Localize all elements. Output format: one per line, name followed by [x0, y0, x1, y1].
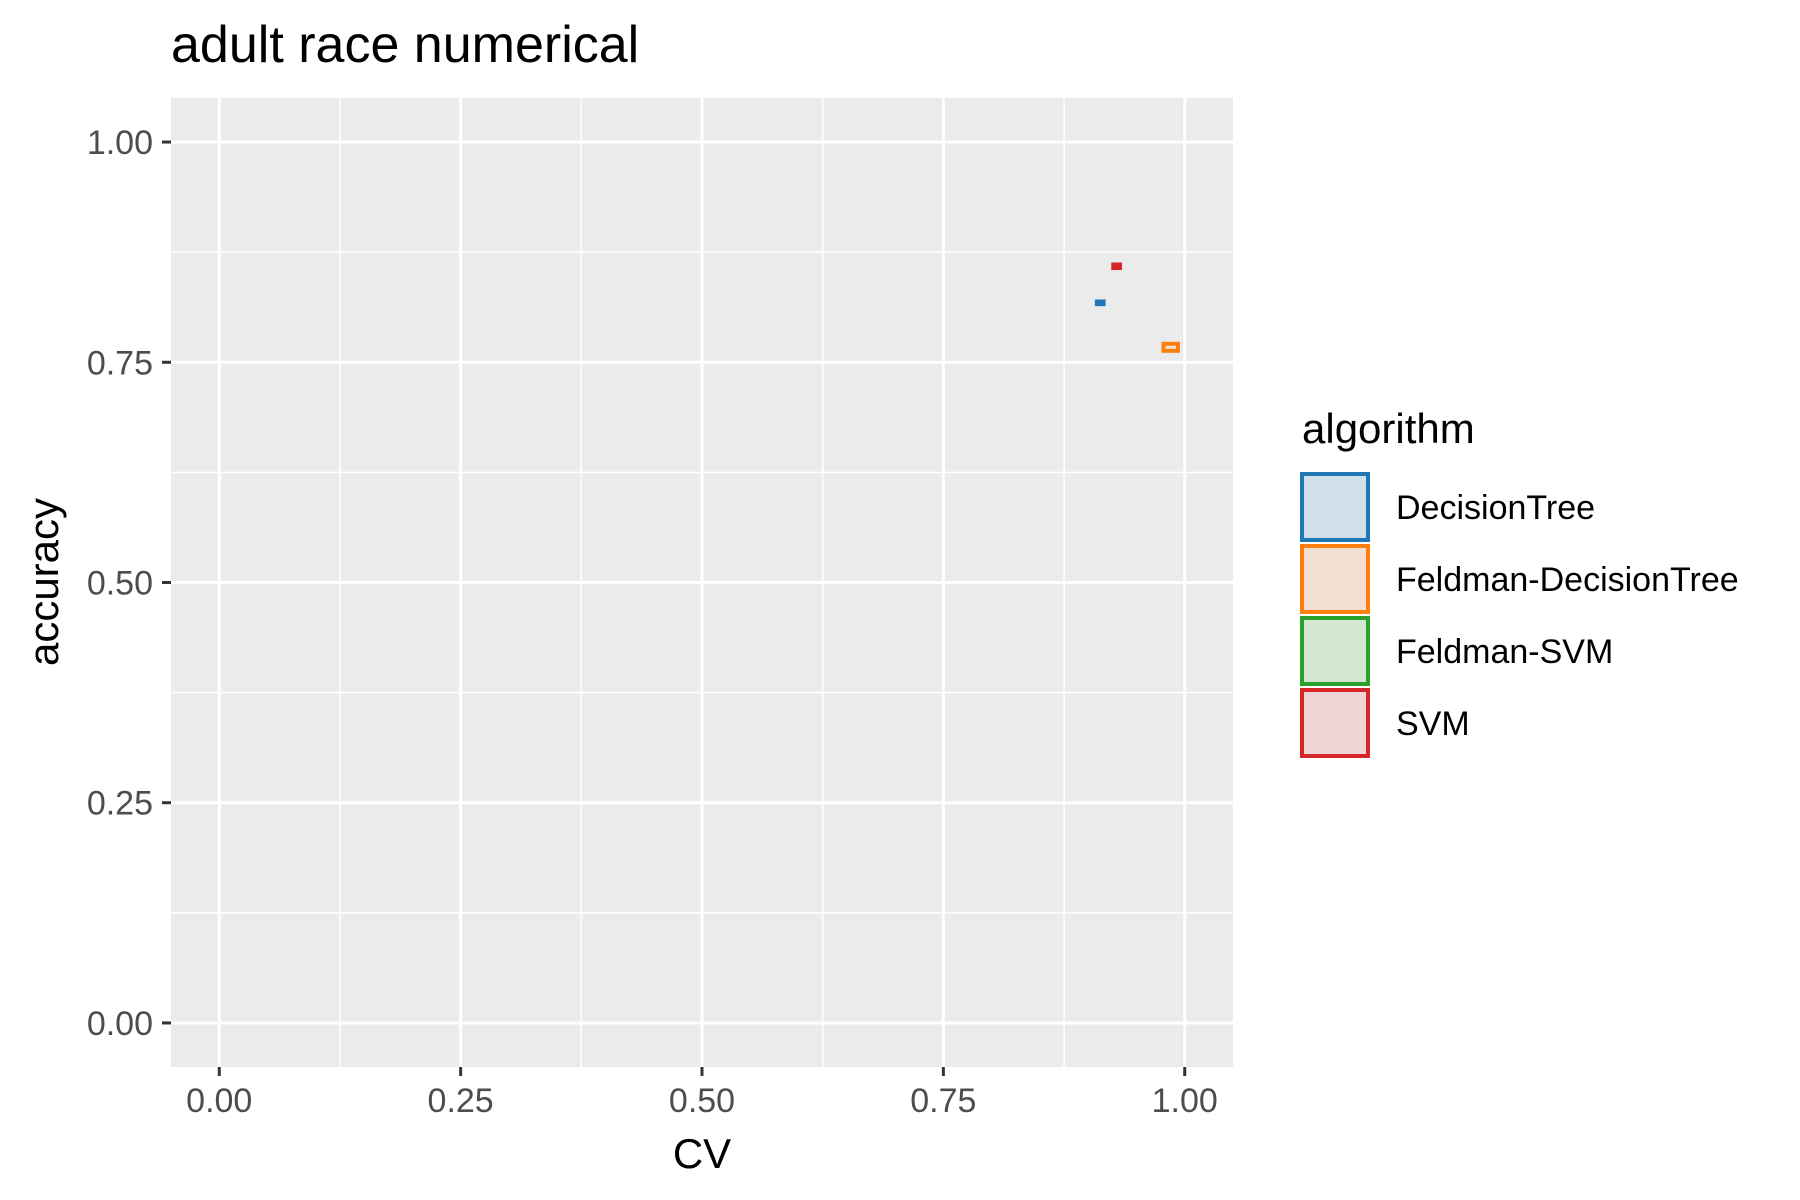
- legend-key-decisiontree: [1300, 472, 1370, 542]
- legend-label: Feldman-DecisionTree: [1396, 561, 1739, 599]
- legend-label: DecisionTree: [1396, 489, 1595, 527]
- y-tick-label: 0.50: [87, 565, 153, 603]
- y-tick-label: 0.25: [87, 785, 153, 823]
- y-axis: 0.00 0.25 0.50 0.75 1.00: [87, 124, 171, 1043]
- chart-title: adult race numerical: [171, 16, 639, 74]
- legend-key-feldman-svm: [1300, 616, 1370, 686]
- x-axis-title: CV: [673, 1130, 731, 1177]
- x-tick-label: 0.25: [428, 1082, 494, 1120]
- data-mark-feldman-decisiontree: [1161, 341, 1180, 353]
- legend: algorithm DecisionTree Feldman-DecisionTr…: [1300, 405, 1739, 758]
- y-axis-title: accuracy: [20, 498, 67, 666]
- legend-label: Feldman-SVM: [1396, 633, 1613, 671]
- data-mark-decisiontree: [1094, 299, 1106, 307]
- x-tick-label: 0.75: [910, 1082, 976, 1120]
- x-tick-label: 0.50: [669, 1082, 735, 1120]
- y-tick-label: 0.75: [87, 344, 153, 382]
- y-tick-label: 0.00: [87, 1005, 153, 1043]
- legend-key-svm: [1300, 688, 1370, 758]
- y-tick-label: 1.00: [87, 124, 153, 162]
- legend-key-feldman-decisiontree: [1300, 544, 1370, 614]
- x-axis: 0.00 0.25 0.50 0.75 1.00: [186, 1067, 1218, 1120]
- x-tick-label: 1.00: [1152, 1082, 1218, 1120]
- plot-area: [171, 98, 1233, 1067]
- legend-title: algorithm: [1302, 405, 1475, 452]
- data-mark-svm: [1111, 262, 1123, 271]
- x-tick-label: 0.00: [186, 1082, 252, 1120]
- legend-label: SVM: [1396, 705, 1470, 743]
